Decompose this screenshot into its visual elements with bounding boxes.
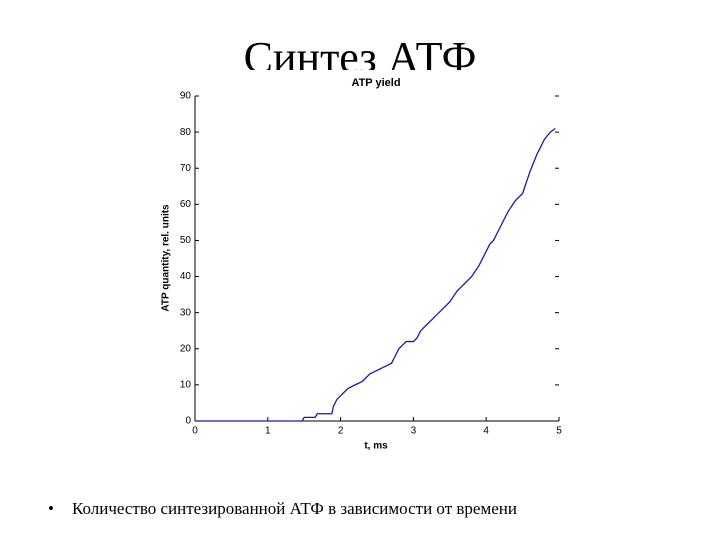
chart-title: ATP yield bbox=[351, 77, 400, 89]
x-axis-label: t, ms bbox=[364, 441, 388, 452]
y-tick-label: 70 bbox=[180, 163, 192, 174]
y-tick-label: 0 bbox=[185, 416, 191, 427]
bullet-text: Количество синтезированной АТФ в зависим… bbox=[72, 499, 517, 518]
x-tick-label: 1 bbox=[265, 426, 271, 437]
chart-background bbox=[150, 70, 570, 460]
chart: ATP yield t, ms ATP quantity, rel. units… bbox=[161, 77, 563, 452]
y-tick-label: 90 bbox=[180, 91, 192, 102]
x-tick-label: 3 bbox=[411, 426, 417, 437]
x-tick-label: 0 bbox=[192, 426, 198, 437]
data-line bbox=[195, 127, 556, 422]
y-tick-label: 80 bbox=[180, 127, 192, 138]
x-tick-label: 5 bbox=[556, 426, 562, 437]
x-tick-label: 2 bbox=[338, 426, 344, 437]
y-tick-label: 10 bbox=[180, 380, 192, 391]
x-tick-label: 4 bbox=[483, 426, 489, 437]
y-tick-label: 30 bbox=[180, 307, 192, 318]
y-tick-label: 40 bbox=[180, 271, 192, 282]
y-axis-label: ATP quantity, rel. units bbox=[161, 204, 172, 312]
y-tick-label: 20 bbox=[180, 343, 192, 354]
y-tick-label: 50 bbox=[180, 235, 192, 246]
y-tick-label: 60 bbox=[180, 199, 192, 210]
bullet-mark: • bbox=[48, 499, 54, 518]
